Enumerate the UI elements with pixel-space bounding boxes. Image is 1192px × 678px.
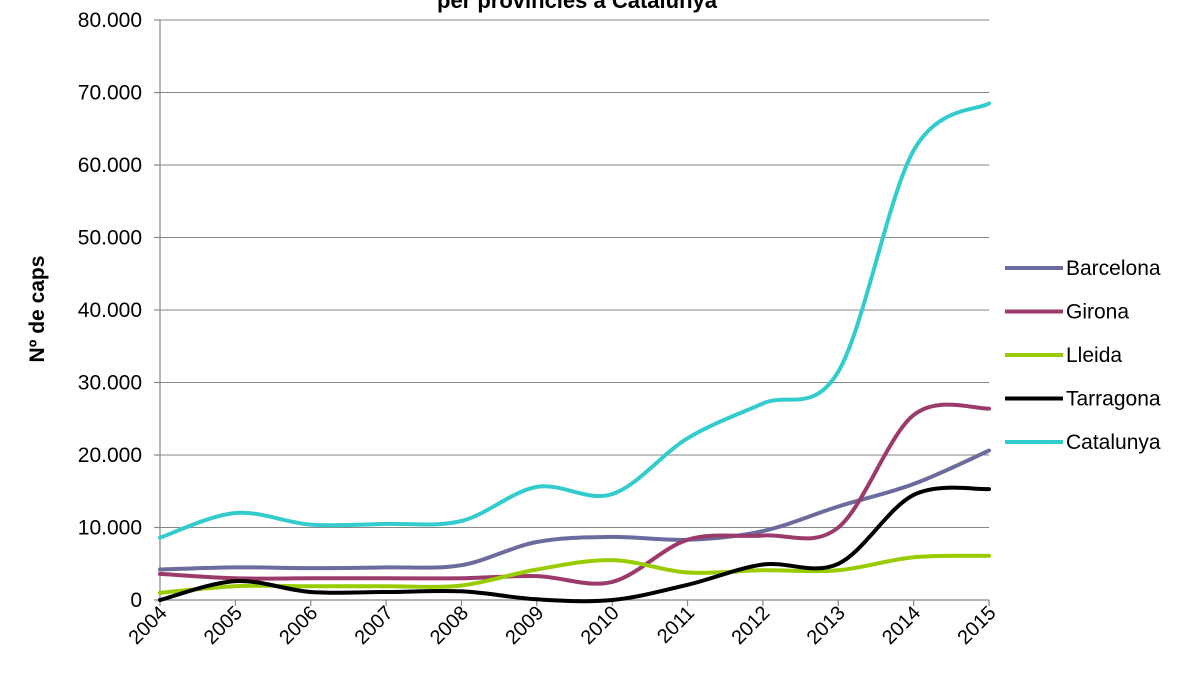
y-tick-label: 50.000: [78, 227, 142, 250]
y-tick-label: 20.000: [78, 444, 142, 467]
x-tick-label: 2009: [501, 602, 548, 649]
y-tick-label: 10.000: [78, 517, 142, 540]
legend-label-catalunya: Catalunya: [1066, 431, 1161, 454]
y-tick-label: 0: [130, 589, 142, 612]
x-tick-label: 2005: [200, 602, 247, 649]
y-tick-labels: 0 10.000 20.000 30.000 40.000 50.000 60.000 70.…: [78, 9, 142, 612]
series-line-tarragona: [158, 485, 991, 604]
x-tick-label: 2012: [727, 602, 774, 649]
y-tick-label: 60.000: [78, 154, 142, 177]
legend-label-lleida: Lleida: [1066, 344, 1122, 367]
x-tick-label: 2013: [803, 602, 850, 649]
legend-label-girona: Girona: [1066, 301, 1129, 324]
legend-label-barcelona: Barcelona: [1066, 257, 1161, 280]
y-tick-label: 30.000: [78, 372, 142, 395]
x-tick-label: 2010: [577, 602, 624, 649]
x-tick-label: 2007: [351, 602, 398, 649]
x-tick-label: 2015: [954, 602, 1001, 649]
x-tick-labels: 2004 2005 2006 2007 2008 2009 2010 2011 2012 2013…: [125, 602, 1001, 649]
y-tick-label: 70.000: [78, 82, 142, 105]
x-tick-label: 2006: [275, 602, 322, 649]
y-axis-label: Nº de caps: [26, 256, 49, 363]
x-tick-label: 2011: [653, 602, 699, 648]
series-line-girona: [158, 402, 991, 586]
series-line-catalunya: [158, 101, 991, 540]
legend-label-tarragona: Tarragona: [1066, 388, 1161, 411]
y-tick-label: 40.000: [78, 299, 142, 322]
chart-title: per províncies a Catalunya: [437, 0, 718, 13]
series-line-barcelona: [158, 448, 991, 572]
grid-lines: [160, 19, 989, 528]
series-lines: [158, 101, 991, 604]
x-tick-label: 2008: [426, 602, 473, 649]
x-tick-label: 2014: [878, 602, 925, 649]
series-line-lleida: [158, 553, 991, 595]
legend: Barcelona Girona Lleida Tarragona Catalunya: [1005, 257, 1161, 454]
y-tick-label: 80.000: [78, 9, 142, 32]
